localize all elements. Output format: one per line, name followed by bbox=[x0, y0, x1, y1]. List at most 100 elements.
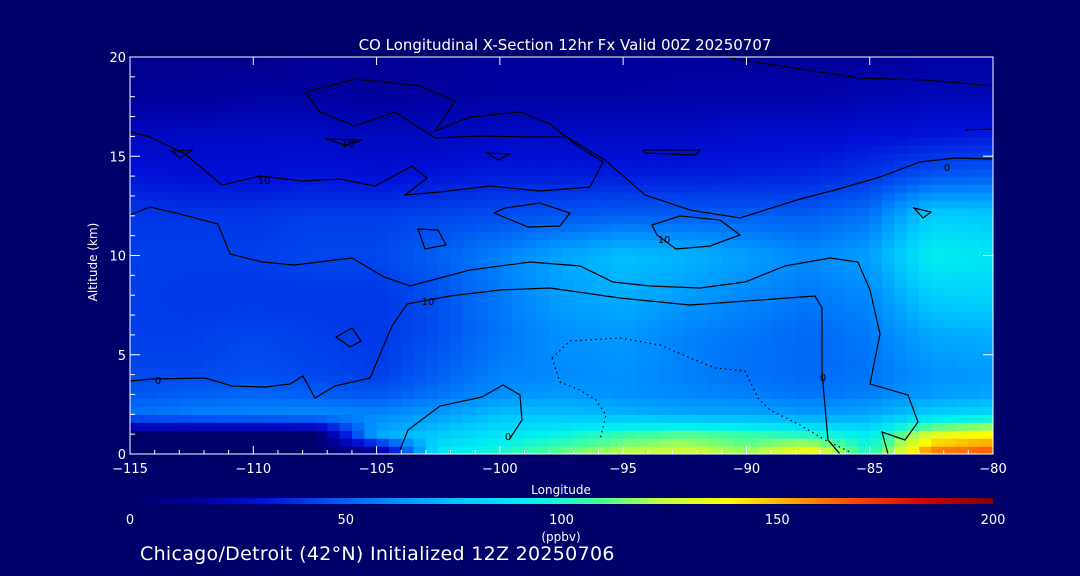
heatmap-cell bbox=[660, 112, 674, 122]
heatmap-cell bbox=[191, 263, 205, 272]
heatmap-cell bbox=[832, 57, 846, 66]
heatmap-cell bbox=[684, 319, 698, 328]
concentration-field bbox=[130, 57, 993, 454]
heatmap-cell bbox=[647, 326, 661, 336]
heatmap-cell bbox=[919, 112, 932, 122]
heatmap-cell bbox=[450, 160, 464, 169]
heatmap-cell bbox=[499, 120, 513, 130]
heatmap-cell bbox=[339, 398, 353, 407]
heatmap-cell bbox=[253, 152, 267, 161]
heatmap-cell bbox=[894, 382, 908, 392]
heatmap-cell bbox=[783, 438, 797, 447]
heatmap-cell bbox=[931, 80, 945, 90]
heatmap-cell bbox=[450, 311, 464, 320]
heatmap-cell bbox=[771, 176, 785, 185]
heatmap-cell bbox=[413, 350, 427, 360]
heatmap-cell bbox=[351, 342, 365, 352]
heatmap-cell bbox=[943, 88, 957, 98]
heatmap-cell bbox=[684, 72, 698, 82]
heatmap-cell bbox=[142, 207, 156, 217]
heatmap-cell bbox=[783, 176, 797, 185]
heatmap-cell bbox=[253, 398, 267, 407]
heatmap-cell bbox=[216, 223, 230, 233]
heatmap-cell bbox=[142, 398, 156, 407]
heatmap-cell bbox=[598, 319, 612, 328]
heatmap-cell bbox=[906, 199, 920, 209]
heatmap-cell bbox=[265, 295, 279, 304]
heatmap-cell bbox=[882, 120, 895, 130]
heatmap-cell bbox=[919, 358, 932, 368]
heatmap-cell bbox=[882, 199, 895, 209]
heatmap-cell bbox=[746, 72, 760, 82]
heatmap-cell bbox=[413, 88, 427, 98]
heatmap-cell bbox=[980, 311, 993, 320]
heatmap-cell bbox=[388, 152, 402, 161]
heatmap-cell bbox=[290, 255, 304, 265]
heatmap-cell bbox=[919, 88, 932, 98]
heatmap-cell bbox=[191, 350, 205, 360]
heatmap-cell bbox=[635, 96, 649, 106]
heatmap-cell bbox=[610, 96, 624, 106]
heatmap-cell bbox=[647, 215, 661, 225]
heatmap-cell bbox=[425, 414, 439, 423]
heatmap-cell bbox=[882, 326, 895, 336]
heatmap-cell bbox=[253, 160, 267, 169]
heatmap-cell bbox=[672, 271, 686, 280]
heatmap-cell bbox=[425, 326, 439, 336]
heatmap-cell bbox=[475, 430, 489, 439]
heatmap-cell bbox=[956, 295, 969, 304]
heatmap-cell bbox=[401, 64, 415, 74]
heatmap-cell bbox=[438, 358, 452, 368]
heatmap-cell bbox=[512, 358, 526, 368]
heatmap-cell bbox=[635, 112, 649, 122]
heatmap-cell bbox=[228, 231, 242, 241]
heatmap-cell bbox=[586, 255, 600, 265]
heatmap-cell bbox=[882, 446, 895, 454]
heatmap-cell bbox=[647, 88, 661, 98]
heatmap-cell bbox=[302, 334, 316, 344]
heatmap-cell bbox=[635, 231, 649, 241]
heatmap-cell bbox=[351, 422, 365, 431]
heatmap-cell bbox=[894, 374, 908, 384]
heatmap-cell bbox=[277, 438, 291, 447]
heatmap-cell bbox=[314, 382, 328, 392]
heatmap-cell bbox=[684, 104, 698, 114]
heatmap-cell bbox=[869, 223, 883, 233]
heatmap-cell bbox=[845, 57, 858, 66]
heatmap-cell bbox=[832, 326, 846, 336]
heatmap-cell bbox=[462, 104, 476, 114]
heatmap-cell bbox=[660, 287, 674, 296]
heatmap-cell bbox=[758, 334, 772, 344]
heatmap-cell bbox=[857, 247, 871, 257]
heatmap-cell bbox=[339, 160, 353, 169]
heatmap-cell bbox=[216, 350, 230, 360]
heatmap-cell bbox=[216, 438, 230, 447]
heatmap-cell bbox=[462, 358, 476, 368]
heatmap-cell bbox=[462, 247, 476, 257]
heatmap-cell bbox=[401, 446, 415, 454]
heatmap-cell bbox=[240, 96, 254, 106]
heatmap-cell bbox=[746, 366, 760, 376]
heatmap-cell bbox=[869, 398, 883, 407]
heatmap-cell bbox=[425, 263, 439, 272]
heatmap-cell bbox=[475, 57, 489, 66]
heatmap-cell bbox=[561, 223, 575, 233]
heatmap-cell bbox=[388, 390, 402, 400]
heatmap-cell bbox=[573, 128, 587, 137]
heatmap-cell bbox=[401, 287, 415, 296]
heatmap-cell bbox=[487, 295, 501, 304]
heatmap-cell bbox=[820, 303, 834, 312]
heatmap-cell bbox=[956, 406, 969, 415]
heatmap-cell bbox=[808, 382, 821, 392]
heatmap-cell bbox=[536, 342, 550, 352]
heatmap-cell bbox=[709, 342, 723, 352]
heatmap-cell bbox=[734, 64, 748, 74]
heatmap-cell bbox=[536, 152, 550, 161]
heatmap-cell bbox=[919, 263, 932, 272]
heatmap-cell bbox=[623, 136, 637, 145]
heatmap-cell bbox=[906, 184, 920, 193]
heatmap-cell bbox=[635, 430, 649, 439]
contour-line bbox=[130, 78, 993, 219]
heatmap-cell bbox=[586, 422, 600, 431]
heatmap-cell bbox=[401, 255, 415, 265]
